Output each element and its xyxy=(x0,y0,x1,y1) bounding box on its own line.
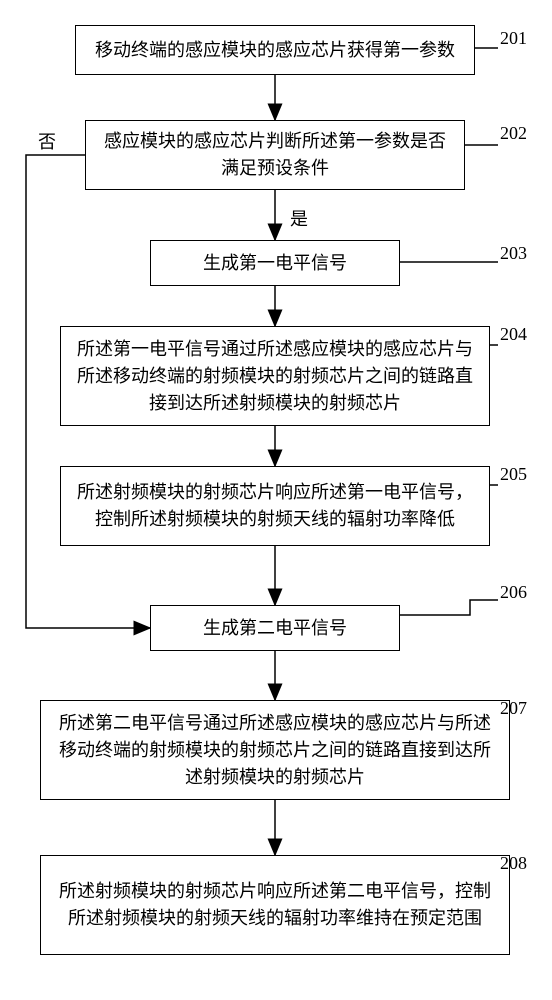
node-num-n206: 206 xyxy=(500,582,527,603)
node-num-n201: 201 xyxy=(500,28,527,49)
node-n207: 所述第二电平信号通过所述感应模块的感应芯片与所述移动终端的射频模块的射频芯片之间… xyxy=(40,700,510,800)
node-num-n205: 205 xyxy=(500,464,527,485)
flowchart-canvas: 移动终端的感应模块的感应芯片获得第一参数 201 感应模块的感应芯片判断所述第一参数… xyxy=(0,0,552,1000)
node-num-n207: 207 xyxy=(500,698,527,719)
edge-label: 否 xyxy=(38,128,56,154)
node-num-n208: 208 xyxy=(500,853,527,874)
node-n205: 所述射频模块的射频芯片响应所述第一电平信号，控制所述射频模块的射频天线的辐射功率… xyxy=(60,466,490,546)
node-n203: 生成第一电平信号 xyxy=(150,240,400,286)
edge-label: 是 xyxy=(290,205,308,231)
node-n201: 移动终端的感应模块的感应芯片获得第一参数 xyxy=(75,25,475,75)
node-n204: 所述第一电平信号通过所述感应模块的感应芯片与所述移动终端的射频模块的射频芯片之间… xyxy=(60,326,490,426)
node-num-n203: 203 xyxy=(500,243,527,264)
node-n206: 生成第二电平信号 xyxy=(150,605,400,651)
node-n208: 所述射频模块的射频芯片响应所述第二电平信号，控制所述射频模块的射频天线的辐射功率… xyxy=(40,855,510,955)
node-num-n204: 204 xyxy=(500,324,527,345)
edge xyxy=(400,600,498,615)
node-num-n202: 202 xyxy=(500,123,527,144)
node-n202: 感应模块的感应芯片判断所述第一参数是否满足预设条件 xyxy=(85,120,465,190)
